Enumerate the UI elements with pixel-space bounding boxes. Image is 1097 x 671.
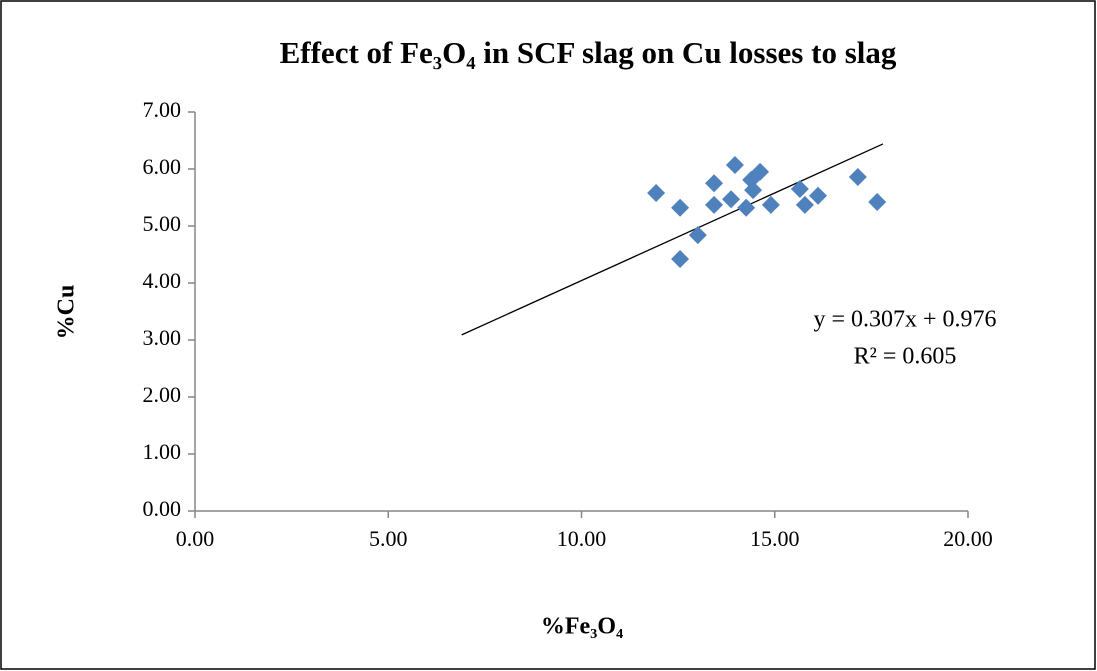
y-axis-label: %Cu <box>54 285 80 340</box>
data-point <box>671 250 690 269</box>
data-point <box>725 156 744 175</box>
y-tick-label: 2.00 <box>143 382 182 407</box>
data-point <box>688 226 707 245</box>
data-point <box>744 181 763 200</box>
chart-title: Effect of Fe₃O₄ in SCF slag on Cu losses… <box>280 35 897 70</box>
data-point <box>868 193 887 212</box>
data-point <box>705 195 724 214</box>
data-point <box>848 167 867 186</box>
x-tick-label: 10.00 <box>557 526 607 551</box>
x-axis-label: %Fe₃O₄ <box>541 614 623 640</box>
data-point <box>790 179 809 198</box>
data-point <box>809 186 828 205</box>
y-tick-label: 3.00 <box>143 325 182 350</box>
y-tick-label: 7.00 <box>143 97 182 122</box>
y-tick-label: 5.00 <box>143 211 182 236</box>
data-point <box>737 198 756 217</box>
data-point <box>705 174 724 193</box>
trendline <box>461 143 884 336</box>
data-point <box>751 162 770 181</box>
data-point <box>795 195 814 214</box>
y-tick-label: 4.00 <box>143 268 182 293</box>
y-tick-label: 1.00 <box>143 439 182 464</box>
data-point <box>761 195 780 214</box>
x-tick-label: 0.00 <box>176 526 215 551</box>
trendline-r-squared: R² = 0.605 <box>854 344 957 370</box>
x-tick-label: 20.00 <box>943 526 993 551</box>
y-tick-label: 6.00 <box>143 154 182 179</box>
trendline-equation: y = 0.307x + 0.976 <box>813 307 996 333</box>
data-point <box>647 183 666 202</box>
y-tick-label: 0.00 <box>143 496 182 521</box>
data-point <box>671 198 690 217</box>
x-tick-label: 5.00 <box>369 526 408 551</box>
data-point <box>722 190 741 209</box>
x-tick-label: 15.00 <box>750 526 800 551</box>
